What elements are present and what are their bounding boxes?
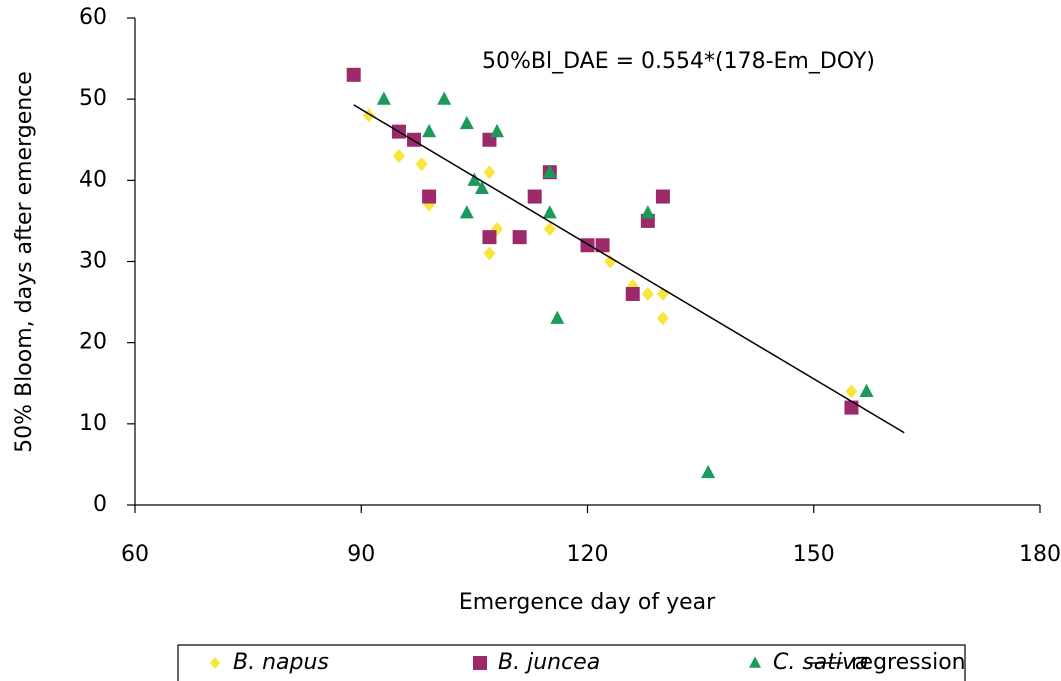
- y-tick-label: 50: [79, 86, 107, 111]
- marker-square: [473, 656, 487, 670]
- legend-label: B. juncea: [498, 650, 600, 675]
- marker-triangle: [859, 383, 874, 397]
- marker-square: [346, 67, 361, 82]
- marker-triangle: [437, 91, 452, 105]
- marker-diamond: [604, 254, 617, 269]
- marker-triangle: [474, 180, 489, 195]
- marker-diamond: [415, 157, 428, 172]
- legend-label: regression: [851, 650, 966, 675]
- marker-diamond: [543, 222, 556, 237]
- marker-diamond: [641, 286, 654, 301]
- marker-triangle: [459, 205, 474, 219]
- marker-triangle: [467, 172, 482, 186]
- marker-diamond: [845, 384, 858, 399]
- marker-triangle: [459, 115, 474, 130]
- x-axis-title: Emergence day of year: [459, 590, 716, 615]
- marker-triangle: [490, 123, 504, 138]
- marker-triangle: [640, 205, 655, 219]
- marker-square: [407, 132, 422, 147]
- marker-diamond: [393, 148, 405, 163]
- marker-square: [512, 230, 527, 245]
- x-tick-label: 150: [793, 542, 835, 567]
- marker-diamond: [209, 657, 221, 669]
- marker-triangle: [542, 205, 557, 219]
- y-axis-title: 50% Bloom, days after emergence: [12, 71, 37, 453]
- y-tick-label: 60: [79, 5, 107, 30]
- regression-line: [353, 104, 905, 434]
- marker-diamond: [483, 246, 496, 261]
- marker-triangle: [376, 91, 391, 105]
- y-tick-label: 0: [93, 492, 107, 517]
- marker-diamond: [656, 311, 669, 326]
- marker-square: [844, 400, 859, 415]
- marker-square: [595, 238, 610, 253]
- legend-box: [177, 644, 966, 681]
- annotation: 50%Bl_DAE = 0.554*(178-Em_DOY): [482, 49, 875, 74]
- x-tick-label: 90: [347, 542, 375, 567]
- marker-square: [655, 189, 670, 204]
- marker-triangle: [542, 164, 557, 178]
- legend-label: B. napus: [233, 650, 329, 675]
- marker-triangle: [422, 123, 437, 138]
- y-tick-label: 40: [79, 167, 107, 192]
- marker-square: [482, 230, 497, 245]
- marker-triangle: [550, 310, 565, 324]
- y-tick-label: 30: [79, 249, 107, 274]
- marker-square: [527, 189, 542, 204]
- y-tick-label: 10: [79, 411, 107, 436]
- marker-triangle: [701, 464, 716, 479]
- marker-triangle: [749, 656, 761, 668]
- marker-square: [422, 189, 437, 204]
- x-tick-label: 60: [121, 542, 149, 567]
- x-tick-label: 180: [1019, 542, 1061, 567]
- marker-square: [625, 286, 640, 301]
- y-tick-label: 20: [79, 330, 107, 355]
- marker-diamond: [483, 165, 496, 180]
- x-tick-label: 120: [567, 542, 609, 567]
